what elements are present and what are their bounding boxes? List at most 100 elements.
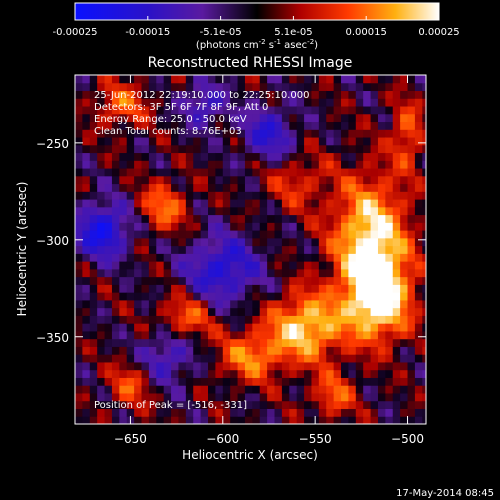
- heatmap-cell: [267, 106, 276, 115]
- heatmap-cell: [75, 408, 83, 417]
- heatmap-cell: [422, 144, 426, 154]
- heatmap-cell: [296, 199, 305, 208]
- heatmap-cell: [348, 222, 357, 231]
- heatmap-cell: [289, 82, 298, 92]
- heatmap-cell: [414, 199, 423, 208]
- heatmap-cell: [407, 168, 416, 177]
- heatmap-cell: [377, 338, 386, 347]
- heatmap-cell: [89, 323, 98, 332]
- heatmap-cell: [326, 338, 335, 347]
- heatmap-cell: [222, 245, 231, 254]
- heatmap-cell: [407, 183, 416, 192]
- heatmap-cell: [208, 106, 216, 115]
- heatmap-cell: [215, 183, 224, 192]
- heatmap-cell: [208, 261, 216, 270]
- heatmap-cell: [148, 237, 157, 247]
- heatmap-cell: [200, 175, 209, 185]
- heatmap-cell: [222, 106, 231, 115]
- heatmap-cell: [355, 168, 364, 177]
- heatmap-cell: [244, 129, 253, 138]
- heatmap-cell: [274, 230, 283, 239]
- heatmap-cell: [111, 307, 120, 316]
- heatmap-cell: [355, 408, 364, 417]
- heatmap-cell: [111, 385, 120, 394]
- heatmap-cell: [348, 183, 357, 192]
- heatmap-cell: [407, 354, 416, 363]
- heatmap-cell: [259, 416, 268, 424]
- heatmap-cell: [289, 315, 298, 324]
- heatmap-cell: [304, 361, 312, 371]
- heatmap-cell: [333, 416, 342, 424]
- heatmap-cell: [392, 98, 401, 107]
- heatmap-cell: [281, 206, 290, 216]
- heatmap-cell: [148, 75, 157, 84]
- heatmap-cell: [422, 214, 426, 223]
- heatmap-cell: [355, 253, 364, 262]
- heatmap-cell: [89, 330, 98, 340]
- heatmap-cell: [252, 152, 261, 161]
- heatmap-cell: [281, 400, 290, 409]
- heatmap-cell: [134, 106, 143, 115]
- heatmap-cell: [311, 129, 320, 138]
- heatmap-cell: [141, 338, 150, 347]
- heatmap-cell: [215, 237, 224, 247]
- heatmap-cell: [385, 315, 394, 324]
- heatmap-cell: [318, 268, 327, 278]
- heatmap-cell: [326, 354, 335, 363]
- heatmap-cell: [289, 199, 298, 208]
- heatmap-cell: [119, 237, 128, 247]
- heatmap-cell: [104, 152, 113, 161]
- heatmap-cell: [341, 191, 349, 200]
- observation-annotations: 25-Jun-2012 22:19:10.000 to 22:25:10.000…: [94, 90, 310, 137]
- heatmap-cell: [193, 400, 202, 409]
- heatmap-cell: [141, 121, 150, 130]
- heatmap-cell: [392, 82, 401, 92]
- heatmap-cell: [318, 354, 327, 363]
- heatmap-cell: [119, 292, 128, 301]
- colorbar-tick-label: 0.00015: [346, 27, 387, 38]
- heatmap-cell: [385, 152, 394, 161]
- heatmap-cell: [222, 292, 231, 301]
- heatmap-cell: [392, 284, 401, 293]
- heatmap-cell: [222, 90, 231, 99]
- heatmap-cell: [355, 292, 364, 301]
- heatmap-cell: [97, 230, 106, 239]
- heatmap-cell: [267, 346, 276, 355]
- heatmap-cell: [296, 82, 305, 92]
- x-tick-label: −650: [114, 432, 147, 446]
- heatmap-cell: [392, 129, 401, 138]
- heatmap-cell: [75, 416, 83, 424]
- heatmap-cell: [104, 330, 113, 340]
- heatmap-cell: [267, 75, 276, 84]
- heatmap-cell: [185, 276, 194, 285]
- heatmap-cell: [193, 152, 202, 161]
- heatmap-cell: [163, 416, 172, 424]
- heatmap-cell: [370, 222, 379, 231]
- heatmap-cell: [97, 276, 106, 285]
- heatmap-cell: [111, 175, 120, 185]
- heatmap-cell: [126, 354, 135, 363]
- heatmap-cell: [200, 152, 209, 161]
- heatmap-cell: [178, 113, 187, 123]
- heatmap-cell: [311, 199, 320, 208]
- heatmap-cell: [259, 168, 268, 177]
- heatmap-cell: [267, 408, 276, 417]
- heatmap-cell: [311, 253, 320, 262]
- heatmap-cell: [237, 346, 246, 355]
- heatmap-cell: [230, 90, 239, 99]
- heatmap-cell: [237, 183, 246, 192]
- heatmap-cell: [355, 416, 364, 424]
- heatmap-cell: [304, 385, 312, 394]
- heatmap-cell: [222, 361, 231, 371]
- heatmap-cell: [82, 346, 91, 355]
- heatmap-cell: [119, 354, 128, 363]
- heatmap-cell: [230, 392, 239, 402]
- heatmap-cell: [259, 106, 268, 115]
- heatmap-cell: [141, 292, 150, 301]
- heatmap-cell: [326, 152, 335, 161]
- heatmap-cell: [163, 392, 172, 402]
- heatmap-cell: [119, 369, 128, 378]
- heatmap-cell: [148, 144, 157, 154]
- heatmap-cell: [333, 369, 342, 378]
- heatmap-cell: [274, 199, 283, 208]
